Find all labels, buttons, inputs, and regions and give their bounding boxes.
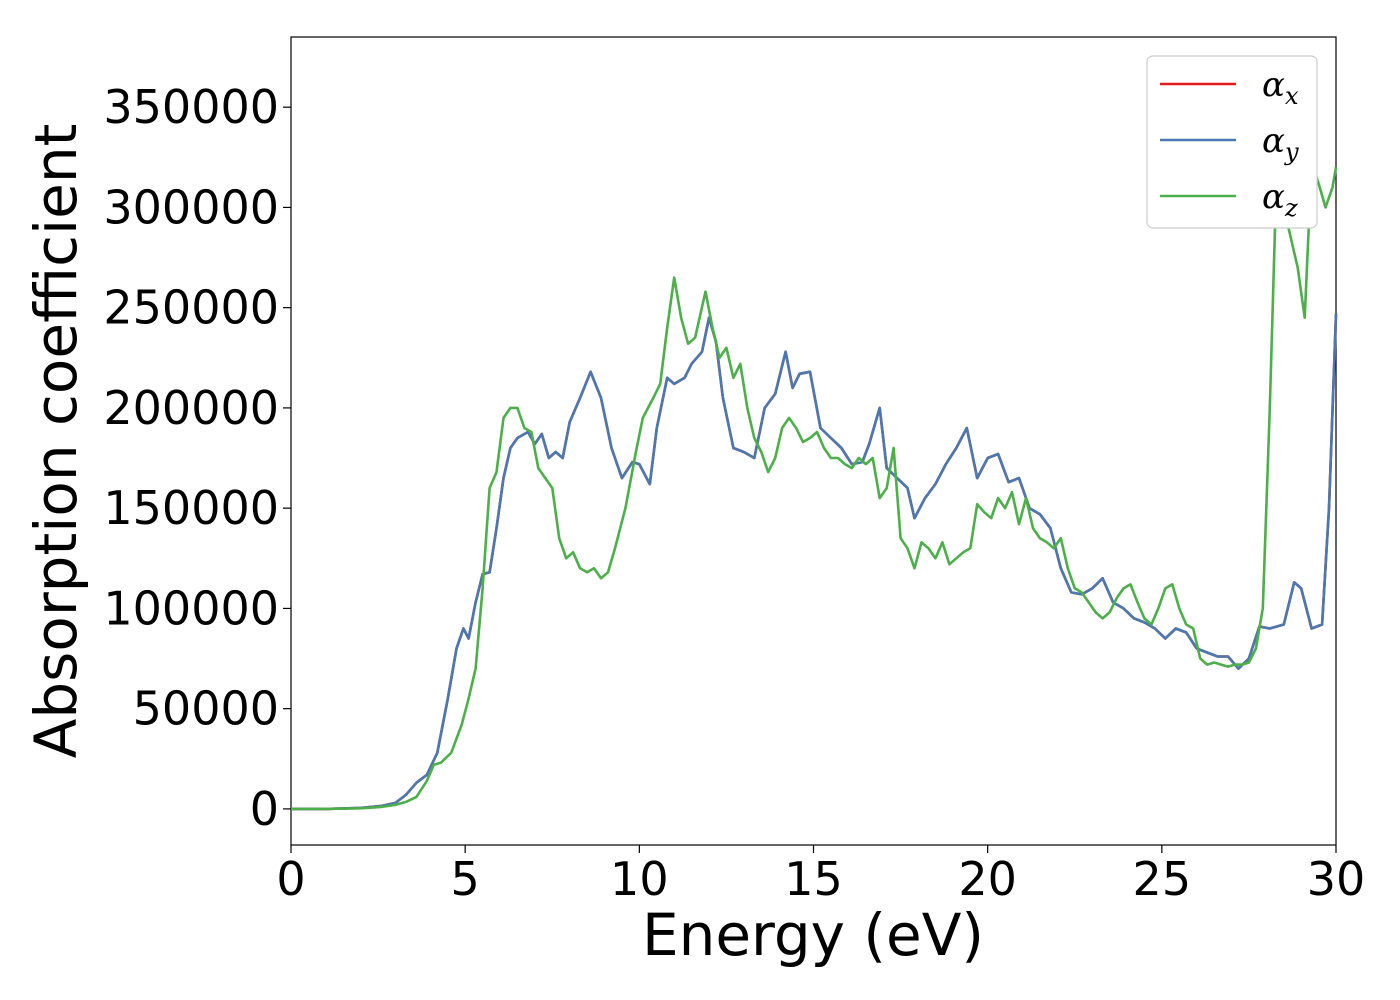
y-tick-label: 50000 — [133, 682, 279, 736]
x-tick-label: 20 — [958, 852, 1017, 906]
series-lines — [291, 162, 1338, 811]
y-tick-label: 100000 — [103, 581, 279, 635]
y-tick-label: 300000 — [103, 180, 279, 234]
x-axis-title: Energy (eV) — [642, 901, 984, 969]
x-tick-label: 5 — [451, 852, 480, 906]
y-axis-title: Absorption coefficient — [22, 124, 90, 759]
y-tick-label: 200000 — [103, 381, 279, 435]
series-line-alpha-y — [291, 313, 1338, 811]
y-tick-label: 350000 — [103, 80, 279, 134]
y-axis: 0 50000 100000 150000 200000 250000 300000 3500… — [103, 80, 291, 836]
x-tick-label: 0 — [276, 852, 305, 906]
x-tick-label: 30 — [1307, 852, 1366, 906]
y-tick-label: 150000 — [103, 481, 279, 535]
x-tick-label: 15 — [784, 852, 843, 906]
series-line-alpha-z — [291, 162, 1338, 811]
y-tick-label: 0 — [250, 782, 279, 836]
x-axis: 0 5 10 15 20 25 30 — [276, 845, 1365, 906]
legend-box — [1146, 55, 1318, 229]
y-tick-label: 250000 — [103, 281, 279, 335]
x-tick-label: 25 — [1133, 852, 1192, 906]
x-tick-label: 10 — [610, 852, 669, 906]
